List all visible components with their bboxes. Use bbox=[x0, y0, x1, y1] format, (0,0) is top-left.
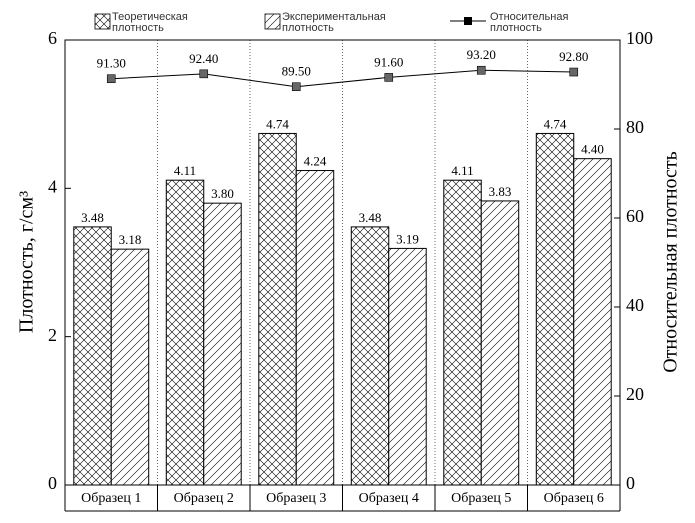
bar bbox=[388, 247, 427, 486]
line-value-label: 93.20 bbox=[467, 47, 496, 62]
bar bbox=[535, 132, 575, 486]
legend-label: Экспериментальная плотность bbox=[282, 11, 386, 34]
bar bbox=[295, 170, 335, 486]
line-marker bbox=[291, 82, 301, 92]
line-value-label: 91.30 bbox=[97, 56, 126, 71]
bar-value-label: 4.11 bbox=[174, 163, 196, 178]
bar-value-label: 4.40 bbox=[581, 142, 604, 157]
bar-value-label: 3.19 bbox=[396, 231, 419, 246]
x-tick-label: Образец 6 bbox=[544, 491, 604, 506]
legend-swatch bbox=[264, 13, 281, 30]
bar-value-label: 3.48 bbox=[81, 210, 104, 225]
y2-tick-label: 100 bbox=[626, 28, 653, 48]
bar-value-label: 3.83 bbox=[489, 184, 512, 199]
legend-swatch bbox=[94, 13, 111, 30]
bar-value-label: 3.18 bbox=[119, 232, 142, 247]
x-tick-label: Образец 1 bbox=[81, 491, 141, 506]
line-value-label: 92.40 bbox=[189, 51, 218, 66]
bar bbox=[350, 226, 390, 486]
x-tick-label: Образец 3 bbox=[266, 491, 326, 506]
line-value-label: 91.60 bbox=[374, 54, 403, 69]
y2-tick-label: 40 bbox=[626, 295, 644, 315]
line bbox=[111, 69, 574, 88]
bar bbox=[110, 248, 150, 486]
bar bbox=[573, 158, 612, 486]
line-marker bbox=[569, 67, 579, 77]
line-value-label: 92.80 bbox=[559, 49, 588, 64]
x-tick-label: Образец 4 bbox=[359, 491, 419, 506]
y-tick-label: 6 bbox=[48, 28, 57, 48]
bar-value-label: 4.11 bbox=[451, 163, 473, 178]
y2-axis-title: Относительная плотность bbox=[660, 151, 682, 373]
line-value-label: 89.50 bbox=[282, 64, 311, 79]
bar bbox=[73, 226, 112, 486]
legend-label: Теоретическая плотность bbox=[112, 11, 188, 34]
bar bbox=[165, 179, 205, 486]
y-tick-label: 4 bbox=[48, 176, 57, 196]
bar-value-label: 4.74 bbox=[544, 116, 567, 131]
line-marker bbox=[384, 73, 394, 82]
y2-tick-label: 20 bbox=[626, 384, 644, 404]
bar bbox=[203, 202, 242, 486]
line-marker bbox=[106, 74, 116, 84]
legend-label: Относительная плотность bbox=[490, 11, 569, 34]
y2-tick-label: 60 bbox=[626, 206, 644, 226]
bar bbox=[443, 179, 482, 486]
x-tick-label: Образец 5 bbox=[451, 491, 511, 506]
y-tick-label: 2 bbox=[48, 325, 57, 345]
x-tick-label: Образец 2 bbox=[174, 491, 234, 506]
line-marker bbox=[199, 69, 209, 79]
y-axis-title: Плотность, г/см³ bbox=[16, 191, 38, 333]
legend-marker bbox=[464, 17, 472, 25]
y-tick-label: 0 bbox=[48, 473, 57, 493]
bar-value-label: 3.48 bbox=[359, 210, 382, 225]
y2-tick-label: 80 bbox=[626, 117, 644, 137]
bar-value-label: 3.80 bbox=[211, 186, 234, 201]
bar-value-label: 4.74 bbox=[266, 116, 289, 131]
bar bbox=[480, 200, 520, 486]
bar-value-label: 4.24 bbox=[304, 154, 327, 169]
line-marker bbox=[476, 65, 486, 75]
y2-tick-label: 0 bbox=[626, 473, 635, 493]
bar bbox=[258, 132, 297, 486]
